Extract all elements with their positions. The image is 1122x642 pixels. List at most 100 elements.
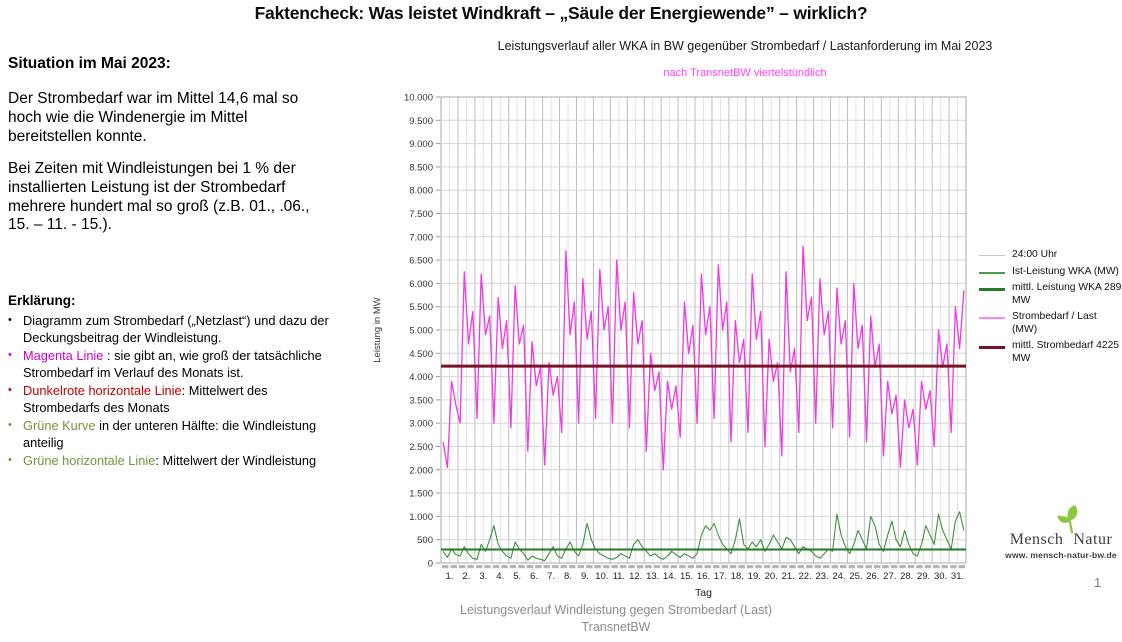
mensch-natur-logo: Mensch Natur www. mensch-natur-bw.de bbox=[1002, 503, 1120, 560]
svg-text:5.000: 5.000 bbox=[409, 326, 433, 337]
svg-text:8.000: 8.000 bbox=[409, 186, 433, 197]
logo-url: www. mensch-natur-bw.de bbox=[1005, 550, 1117, 560]
bullet-item: • Magenta Linie : sie gibt an, wie groß d… bbox=[8, 347, 334, 381]
svg-text:10.000: 10.000 bbox=[404, 93, 433, 104]
svg-text:17.: 17. bbox=[714, 571, 727, 582]
legend-swatch-line bbox=[979, 346, 1005, 350]
svg-text:12.: 12. bbox=[629, 571, 642, 582]
left-panel: Situation im Mai 2023: Der Strombedarf w… bbox=[8, 55, 334, 470]
page-number: 1 bbox=[1094, 575, 1102, 590]
bullet-lead: Grüne Kurve bbox=[23, 418, 96, 434]
svg-text:13.: 13. bbox=[646, 571, 659, 582]
legend-label: mittl. Strombedarf 4225 MW bbox=[1012, 340, 1120, 364]
bullet-item: • Grüne Kurve in der unteren Hälfte: die … bbox=[8, 417, 334, 451]
svg-text:26.: 26. bbox=[866, 571, 879, 582]
svg-text:4.500: 4.500 bbox=[409, 349, 433, 360]
svg-text:11.: 11. bbox=[613, 571, 626, 582]
legend-label: Ist-Leistung WKA (MW) bbox=[1012, 265, 1119, 277]
bullet-text: Grüne horizontale Linie: Mittelwert der … bbox=[23, 453, 317, 469]
legend-swatch-line bbox=[979, 255, 1005, 256]
legend-item: Strombedarf / Last (MW) bbox=[979, 311, 1122, 336]
bullet-marker: • bbox=[8, 419, 12, 432]
svg-text:9.: 9. bbox=[581, 571, 589, 582]
svg-text:29.: 29. bbox=[917, 571, 930, 582]
bullet-marker: • bbox=[8, 314, 12, 327]
svg-text:22.: 22. bbox=[799, 571, 812, 582]
svg-text:7.500: 7.500 bbox=[409, 209, 433, 220]
svg-text:31.: 31. bbox=[951, 571, 964, 582]
svg-text:16.: 16. bbox=[697, 571, 710, 582]
svg-text:5.500: 5.500 bbox=[409, 302, 433, 313]
chart-title: Leistungsverlauf aller WKA in BW gegenüb… bbox=[497, 39, 993, 53]
situation-paragraph-1: Der Strombedarf war im Mittel 14,6 mal s… bbox=[8, 90, 299, 145]
svg-text:3.000: 3.000 bbox=[409, 419, 433, 430]
footer-caption-line1: Leistungsverlauf Windleistung gegen Stro… bbox=[460, 603, 772, 617]
svg-text:1.: 1. bbox=[445, 571, 453, 582]
svg-text:8.: 8. bbox=[564, 571, 572, 582]
svg-text:6.000: 6.000 bbox=[409, 279, 433, 290]
legend-item: mittl. Leistung WKA 289 MW bbox=[979, 282, 1122, 307]
bullet-text: Diagramm zum Strombedarf („Netzlast“) un… bbox=[23, 313, 329, 346]
svg-text:20.: 20. bbox=[765, 571, 778, 582]
legend-swatch-line bbox=[979, 317, 1005, 320]
ginkgo-leaf-icon bbox=[1057, 504, 1078, 534]
bullet-text: Dunkelrote horizontale Linie: Mittelwert… bbox=[23, 383, 268, 416]
svg-text:2.500: 2.500 bbox=[409, 442, 433, 453]
svg-text:0: 0 bbox=[428, 559, 433, 570]
chart-legend: 24:00 Uhr Ist-Leistung WKA (MW) mittl. Lei… bbox=[979, 249, 1122, 369]
bullet-text: Magenta Linie : sie gibt an, wie groß de… bbox=[23, 348, 322, 381]
legend-label: Strombedarf / Last (MW) bbox=[1012, 311, 1097, 335]
svg-text:2.: 2. bbox=[462, 571, 470, 582]
legend-item: Ist-Leistung WKA (MW) bbox=[979, 266, 1122, 279]
svg-text:15.: 15. bbox=[680, 571, 693, 582]
bullet-text: Grüne Kurve in der unteren Hälfte: die W… bbox=[23, 418, 317, 451]
logo-name: Mensch Natur bbox=[1002, 531, 1120, 549]
svg-text:19.: 19. bbox=[748, 571, 761, 582]
svg-text:3.500: 3.500 bbox=[409, 395, 433, 406]
svg-text:25.: 25. bbox=[849, 571, 862, 582]
bullet-item: • Diagramm zum Strombedarf („Netzlast“) u… bbox=[8, 312, 334, 346]
logo-name-left: Mensch bbox=[1009, 531, 1064, 548]
svg-text:14.: 14. bbox=[663, 571, 676, 582]
svg-text:8.500: 8.500 bbox=[409, 162, 433, 173]
bullet-lead: Magenta Linie bbox=[23, 348, 104, 364]
svg-text:1.000: 1.000 bbox=[409, 512, 433, 523]
explain-bullet-list: • Diagramm zum Strombedarf („Netzlast“) u… bbox=[8, 312, 334, 469]
svg-text:3.: 3. bbox=[479, 571, 487, 582]
bullet-marker: • bbox=[8, 454, 12, 467]
page-title: Faktencheck: Was leistet Windkraft – „Sä… bbox=[254, 3, 868, 23]
svg-text:27.: 27. bbox=[883, 571, 896, 582]
svg-text:9.000: 9.000 bbox=[409, 139, 433, 150]
bullet-marker: • bbox=[8, 349, 12, 362]
svg-text:7.000: 7.000 bbox=[409, 232, 433, 243]
svg-text:28.: 28. bbox=[900, 571, 913, 582]
bullet-lead: Dunkelrote horizontale Linie bbox=[23, 383, 182, 399]
svg-text:7.: 7. bbox=[547, 571, 555, 582]
svg-text:23.: 23. bbox=[815, 571, 828, 582]
situation-paragraph-2: Bei Zeiten mit Windleistungen bei 1 % de… bbox=[8, 159, 310, 234]
legend-label: mittl. Leistung WKA 289 MW bbox=[1012, 282, 1122, 306]
svg-text:4.: 4. bbox=[496, 571, 504, 582]
chart-subtitle: nach TransnetBW viertelstündlich bbox=[663, 67, 827, 79]
bullet-lead: Grüne horizontale Linie bbox=[23, 453, 156, 469]
svg-text:2.000: 2.000 bbox=[409, 465, 433, 476]
svg-text:9.500: 9.500 bbox=[409, 116, 433, 127]
svg-text:10.: 10. bbox=[595, 571, 608, 582]
svg-text:18.: 18. bbox=[731, 571, 744, 582]
svg-text:6.500: 6.500 bbox=[409, 256, 433, 267]
svg-text:1.500: 1.500 bbox=[409, 489, 433, 500]
svg-text:Leistung in MW: Leistung in MW bbox=[372, 297, 383, 363]
legend-swatch-line bbox=[979, 271, 1005, 274]
bullet-marker: • bbox=[8, 384, 12, 397]
bullet-item: • Grüne horizontale Linie: Mittelwert der… bbox=[8, 452, 334, 469]
svg-text:6.: 6. bbox=[530, 571, 538, 582]
footer-caption-line2: TransnetBW bbox=[581, 619, 651, 634]
svg-text:5.: 5. bbox=[513, 571, 521, 582]
explain-heading: Erklärung: bbox=[8, 293, 76, 309]
legend-swatch-line bbox=[979, 288, 1005, 292]
chart-plot: 0 500 1.000 1.500 2.000 2.500 3.000 3.500 4.000 4… bbox=[372, 93, 967, 599]
legend-item: 24:00 Uhr bbox=[979, 249, 1122, 262]
legend-item: mittl. Strombedarf 4225 MW bbox=[979, 340, 1122, 365]
legend-label: 24:00 Uhr bbox=[1012, 249, 1058, 260]
